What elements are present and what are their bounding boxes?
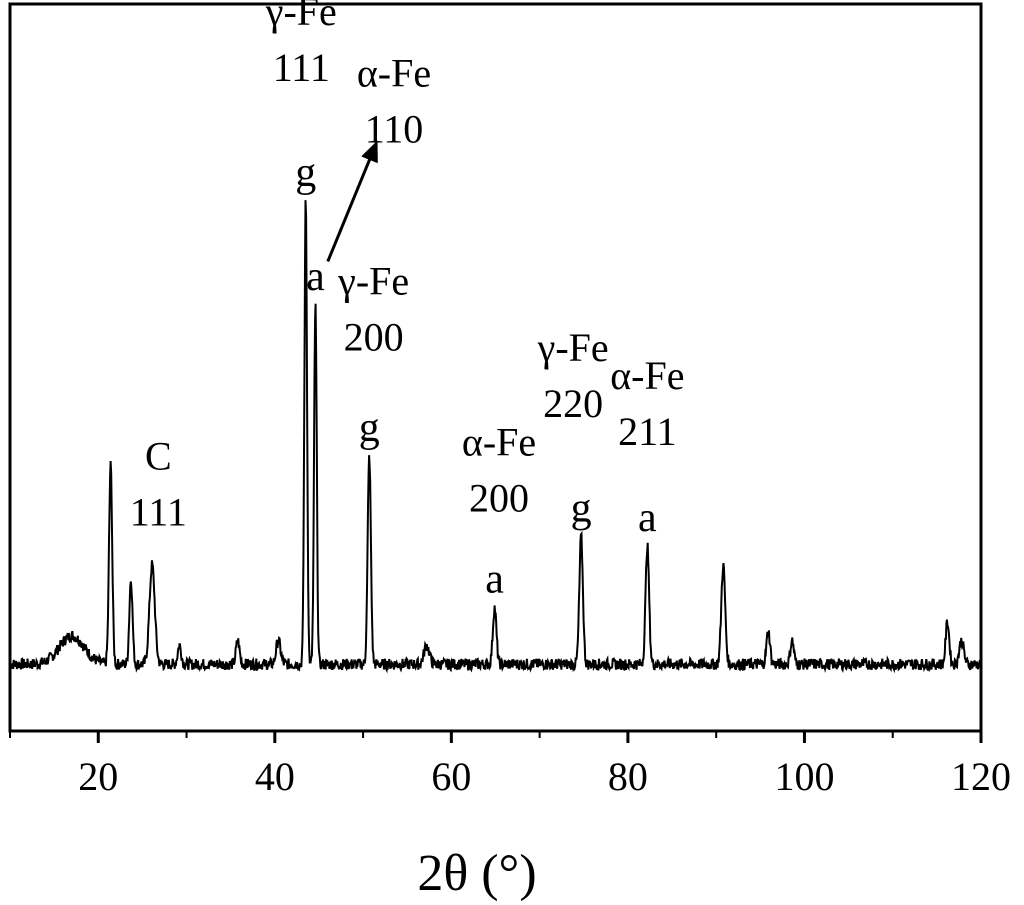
plot-frame (8, 2, 983, 733)
x-tick-label: 80 (608, 754, 648, 799)
annotation-phase: C (145, 434, 172, 479)
peak-marker: g (571, 486, 592, 532)
x-tick-label: 20 (78, 754, 118, 799)
annotation-hkl: 200 (344, 315, 404, 360)
annotation-phase: α-Fe (357, 50, 431, 95)
annotation-hkl: 220 (543, 381, 603, 426)
peak-marker: a (306, 254, 325, 300)
annotation-phase: γ-Fe (537, 325, 609, 370)
series-line (9, 200, 982, 674)
arrow (326, 140, 378, 263)
annotation-phase: α-Fe (610, 353, 684, 398)
annotation-hkl: 111 (130, 490, 187, 535)
peak-marker: a (638, 495, 657, 541)
peak-marker: a (485, 557, 504, 603)
annotation-phase: γ-Fe (337, 259, 409, 304)
x-tick-label: 40 (255, 754, 295, 799)
x-axis-ticks (9, 731, 983, 743)
x-axis-tick-labels: 20 40 60 80 100 120 (78, 754, 1011, 799)
annotation-phase: γ-Fe (265, 0, 337, 34)
annotation-hkl: 110 (365, 106, 424, 151)
x-tick-label: 100 (774, 754, 834, 799)
x-tick-label: 60 (431, 754, 471, 799)
annotation-hkl: 200 (469, 475, 529, 520)
annotation-hkl: 111 (273, 45, 330, 90)
peak-marker: g (359, 405, 380, 451)
annotation-hkl: 211 (618, 409, 677, 454)
annotation-phase: α-Fe (462, 419, 536, 464)
peak-marker: g (295, 150, 316, 196)
x-axis-label: 2θ (°) (417, 845, 536, 902)
x-tick-label: 120 (951, 754, 1011, 799)
